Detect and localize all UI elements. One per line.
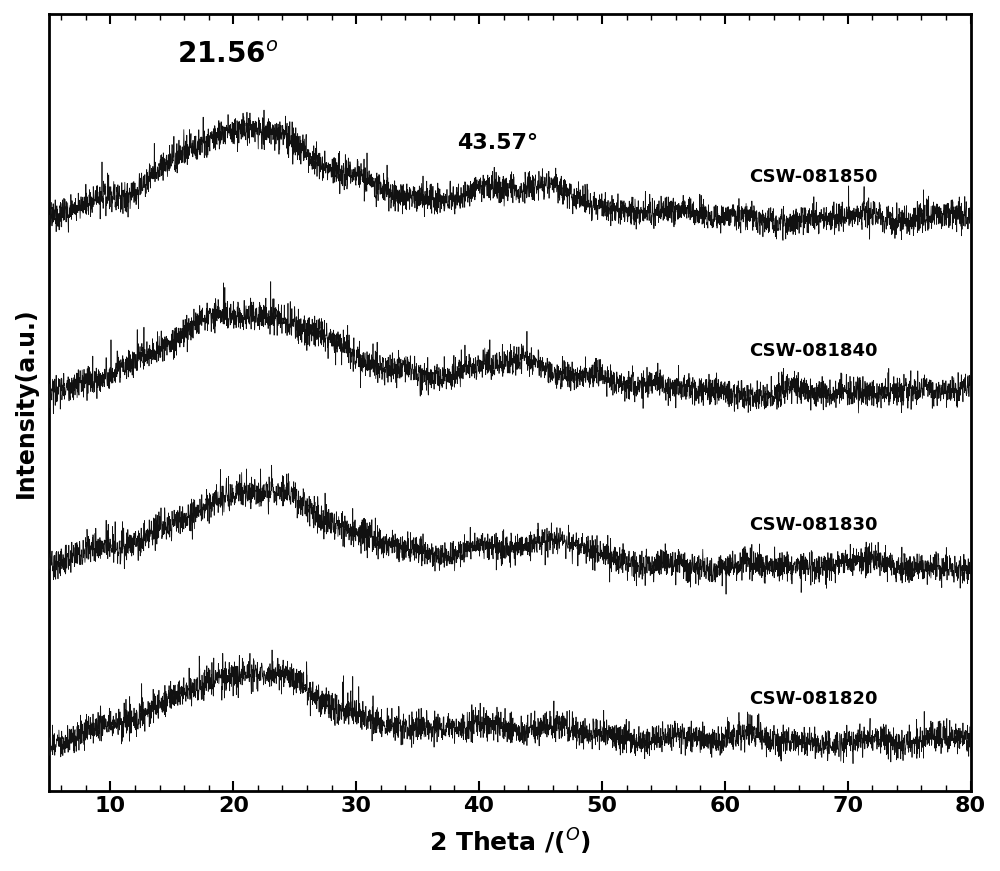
Text: 21.56$^{o}$: 21.56$^{o}$: [177, 41, 278, 69]
Text: CSW-081850: CSW-081850: [749, 167, 878, 186]
Text: CSW-081820: CSW-081820: [749, 691, 878, 708]
Text: CSW-081830: CSW-081830: [749, 517, 878, 534]
Text: CSW-081840: CSW-081840: [749, 341, 878, 360]
Y-axis label: Intensity(a.u.): Intensity(a.u.): [14, 307, 38, 497]
Text: 43.57°: 43.57°: [457, 133, 538, 153]
X-axis label: 2 Theta /($^{O}$): 2 Theta /($^{O}$): [429, 827, 591, 857]
